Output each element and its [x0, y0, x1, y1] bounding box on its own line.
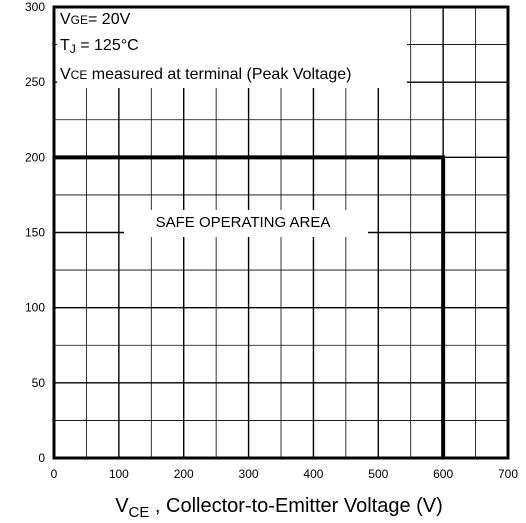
annotation-vge: VGE= 20V	[60, 11, 131, 28]
y-tick-label: 100	[25, 301, 45, 315]
x-tick-label: 100	[109, 467, 129, 481]
y-tick-labels: 0 50 100 150 200 250 300	[25, 0, 45, 465]
y-tick-label: 150	[25, 226, 45, 240]
label-background	[124, 210, 368, 237]
y-tick-label: 50	[32, 376, 46, 390]
x-tick-label: 700	[498, 467, 518, 481]
y-tick-label: 0	[38, 451, 45, 465]
plot-frame	[52, 5, 510, 460]
y-tick-label: 300	[25, 0, 45, 14]
x-tick-label: 600	[433, 467, 453, 481]
annotation-tj: TJ = 125°C	[60, 37, 139, 56]
x-tick-label: 200	[174, 467, 194, 481]
y-tick-label: 250	[25, 75, 45, 89]
label-backgrounds	[57, 8, 407, 237]
x-tick-label: 0	[51, 467, 58, 481]
x-tick-label: 300	[239, 467, 259, 481]
x-tick-labels: 0 100 200 300 400 500 600 700	[51, 467, 519, 481]
x-tick-label: 500	[368, 467, 388, 481]
x-tick-label: 400	[303, 467, 323, 481]
region-label: SAFE OPERATING AREA	[156, 214, 331, 231]
annotation-vce-note: VCE measured at terminal (Peak Voltage)	[60, 66, 351, 83]
label-background	[57, 8, 407, 88]
y-tick-label: 200	[25, 150, 45, 164]
x-axis-title: VCE , Collector-to-Emitter Voltage (V)	[115, 495, 443, 521]
